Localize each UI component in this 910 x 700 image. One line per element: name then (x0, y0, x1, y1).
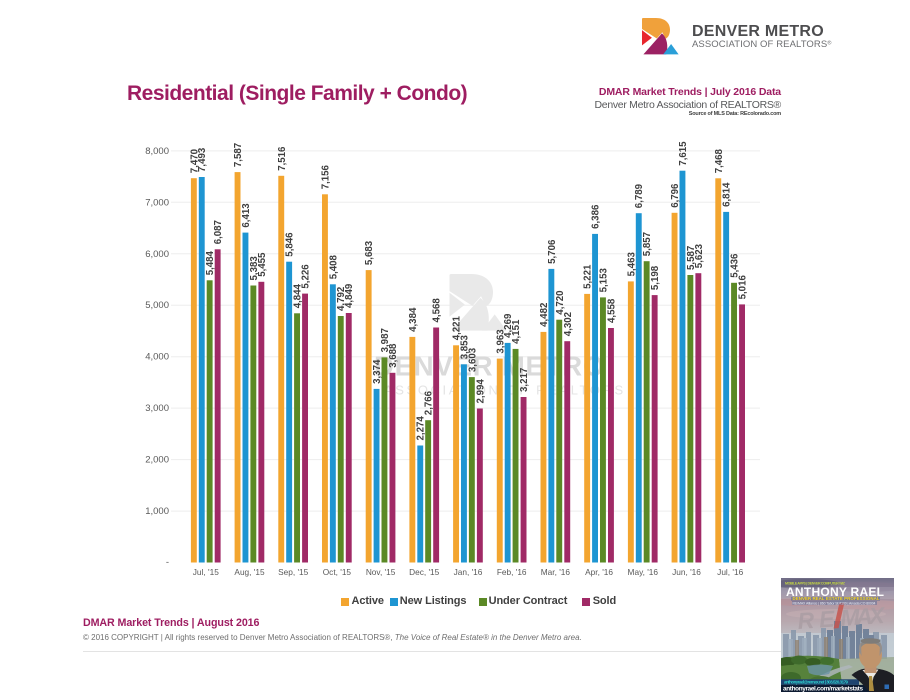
svg-text:6,814: 6,814 (722, 182, 733, 207)
svg-text:7,587: 7,587 (233, 143, 244, 167)
svg-text:3,217: 3,217 (519, 368, 530, 392)
svg-text:2,000: 2,000 (145, 455, 169, 466)
svg-text:Nov, '15: Nov, '15 (366, 567, 396, 577)
svg-text:3,688: 3,688 (388, 343, 399, 368)
svg-text:-: - (166, 557, 169, 568)
svg-text:7,615: 7,615 (678, 141, 689, 166)
svg-text:MOBILE APPS | DENVER COMPUTER: MOBILE APPS | DENVER COMPUTER WIZ (785, 581, 846, 585)
svg-text:5,623: 5,623 (694, 243, 705, 268)
svg-text:DENVER METRO: DENVER METRO (374, 351, 605, 382)
svg-text:4,000: 4,000 (145, 352, 169, 363)
svg-text:4,269: 4,269 (503, 313, 514, 338)
svg-text:3,963: 3,963 (495, 329, 506, 354)
svg-text:7,470: 7,470 (189, 149, 200, 173)
svg-text:1,000: 1,000 (145, 506, 169, 517)
svg-text:4,302: 4,302 (563, 312, 574, 336)
svg-text:8,000: 8,000 (145, 146, 169, 157)
svg-text:3,603: 3,603 (467, 347, 478, 372)
svg-text:5,000: 5,000 (145, 300, 169, 311)
svg-text:4,482: 4,482 (539, 303, 550, 327)
svg-text:4,151: 4,151 (511, 319, 522, 344)
svg-text:5,706: 5,706 (547, 239, 558, 264)
svg-text:ANTHONY RAEL: ANTHONY RAEL (786, 585, 884, 599)
svg-text:6,796: 6,796 (670, 183, 681, 208)
svg-text:2,766: 2,766 (424, 390, 435, 415)
svg-text:5,455: 5,455 (257, 252, 268, 277)
svg-text:RE/MAX Alliance | 860 Tabor St: RE/MAX Alliance | 860 Tabor St #100 | Ar… (793, 601, 876, 605)
svg-text:Mar, '16: Mar, '16 (541, 567, 571, 577)
svg-text:4,792: 4,792 (336, 287, 347, 311)
svg-text:4,384: 4,384 (408, 307, 419, 332)
svg-text:Jun, '16: Jun, '16 (672, 567, 701, 577)
svg-text:Aug, '15: Aug, '15 (234, 567, 265, 577)
svg-text:7,000: 7,000 (145, 197, 169, 208)
svg-text:4,844: 4,844 (293, 283, 304, 308)
svg-text:6,386: 6,386 (591, 204, 602, 229)
svg-text:anthonyrael.com/marketstats: anthonyrael.com/marketstats (783, 685, 863, 691)
svg-text:DENVER REAL ESTATE PROFESSIONA: DENVER REAL ESTATE PROFESSIONAL (793, 596, 880, 601)
svg-text:May, '16: May, '16 (628, 567, 659, 577)
svg-text:5,408: 5,408 (328, 254, 339, 279)
svg-text:6,413: 6,413 (241, 203, 252, 228)
svg-text:5,198: 5,198 (650, 265, 661, 290)
svg-text:5,587: 5,587 (686, 246, 697, 270)
svg-text:7,516: 7,516 (277, 146, 288, 171)
svg-text:5,846: 5,846 (285, 232, 296, 257)
svg-text:Jul, '16: Jul, '16 (717, 567, 743, 577)
svg-text:Jan, '16: Jan, '16 (454, 567, 483, 577)
svg-text:3,987: 3,987 (380, 328, 391, 352)
svg-text:4,849: 4,849 (344, 283, 355, 308)
svg-text:ASSOCIATION OF REALTORS: ASSOCIATION OF REALTORS (384, 383, 626, 398)
svg-text:Dec, '15: Dec, '15 (409, 567, 440, 577)
svg-text:2,994: 2,994 (475, 379, 486, 404)
svg-text:3,374: 3,374 (372, 359, 383, 384)
svg-text:5,463: 5,463 (626, 252, 637, 277)
svg-text:5,857: 5,857 (642, 232, 653, 256)
svg-text:3,853: 3,853 (459, 334, 470, 359)
svg-text:Jul, '15: Jul, '15 (193, 567, 219, 577)
svg-text:Apr, '16: Apr, '16 (585, 567, 613, 577)
svg-text:5,383: 5,383 (249, 256, 260, 281)
svg-text:7,468: 7,468 (714, 148, 725, 173)
svg-text:5,221: 5,221 (583, 264, 594, 289)
svg-text:6,000: 6,000 (145, 249, 169, 260)
svg-text:4,558: 4,558 (607, 298, 618, 323)
svg-text:Oct, '15: Oct, '15 (323, 567, 352, 577)
svg-text:5,153: 5,153 (599, 268, 610, 293)
svg-text:Feb, '16: Feb, '16 (497, 567, 527, 577)
svg-text:5,226: 5,226 (301, 264, 312, 289)
svg-text:5,484: 5,484 (205, 250, 216, 275)
svg-text:5,436: 5,436 (730, 253, 741, 278)
svg-text:anthonyrael@remax.net | 303.: anthonyrael@remax.net | 303.520.3179 (784, 679, 849, 684)
svg-text:7,156: 7,156 (320, 164, 331, 189)
svg-text:5,016: 5,016 (738, 275, 749, 300)
svg-text:6,789: 6,789 (634, 183, 645, 208)
svg-text:7,493: 7,493 (197, 147, 208, 172)
svg-text:2,274: 2,274 (416, 416, 427, 441)
svg-text:4,720: 4,720 (555, 290, 566, 314)
svg-text:4,568: 4,568 (432, 298, 443, 323)
svg-text:6,087: 6,087 (213, 220, 224, 244)
svg-text:Sep, '15: Sep, '15 (278, 567, 309, 577)
svg-text:MAX: MAX (840, 601, 887, 630)
svg-text:5,683: 5,683 (364, 240, 375, 265)
svg-text:4,221: 4,221 (452, 315, 463, 340)
svg-text:3,000: 3,000 (145, 403, 169, 414)
